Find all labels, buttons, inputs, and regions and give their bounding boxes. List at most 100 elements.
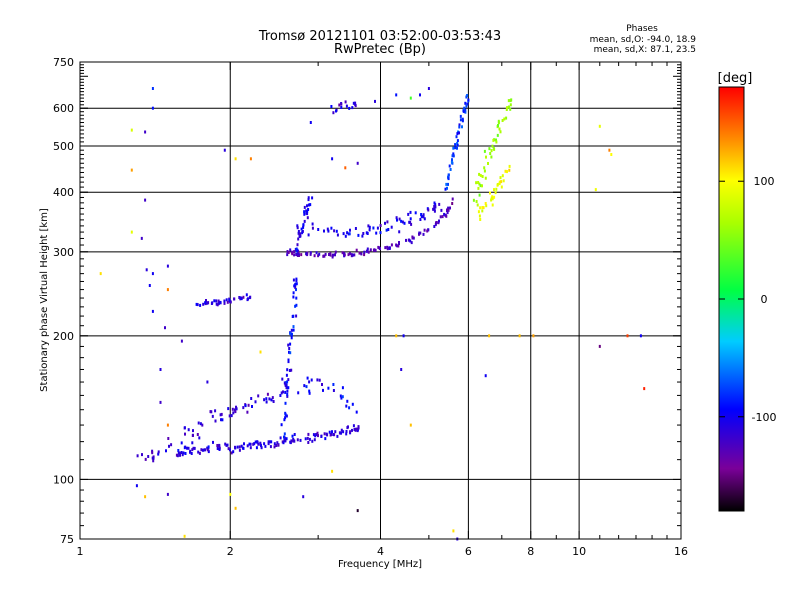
echo-point	[230, 451, 233, 455]
echo-point	[136, 454, 139, 458]
echo-point	[196, 303, 199, 307]
echo-point	[177, 449, 180, 452]
echo-point	[321, 383, 323, 386]
stats-o-mode: mean, sd,O: -94.0, 18.9	[590, 35, 697, 45]
echo-point	[338, 431, 341, 435]
echo-point	[275, 444, 278, 447]
echo-point	[151, 106, 154, 110]
echo-point	[234, 506, 237, 510]
echo-point	[497, 119, 500, 123]
echo-point	[235, 407, 238, 411]
echo-point	[286, 394, 289, 398]
echo-point	[461, 119, 464, 123]
echo-point	[295, 296, 298, 300]
x-tick-label: 16	[674, 545, 688, 558]
colorbar-tick-label: 100	[754, 175, 775, 188]
echo-point	[207, 445, 210, 449]
echo-point	[464, 110, 467, 114]
echo-point	[230, 414, 233, 418]
echo-point	[322, 388, 324, 392]
x-tick-label: 1	[77, 545, 84, 558]
echo-point	[398, 230, 401, 234]
echo-point	[334, 250, 337, 254]
echo-point	[303, 210, 306, 214]
echo-point	[449, 206, 451, 210]
echo-point	[302, 225, 305, 229]
echo-point	[234, 157, 237, 161]
echo-point	[491, 203, 494, 207]
echo-point	[292, 291, 295, 295]
echo-point	[438, 202, 441, 206]
echo-point	[494, 191, 497, 195]
echo-point	[456, 132, 459, 136]
echo-point	[268, 440, 271, 444]
echo-point	[300, 253, 303, 257]
echo-point	[427, 208, 430, 212]
echo-point	[384, 221, 386, 225]
echo-point	[214, 409, 217, 413]
echo-point	[315, 433, 318, 436]
echo-point	[303, 205, 306, 209]
echo-point	[225, 298, 228, 302]
echo-point	[409, 210, 412, 214]
echo-point	[329, 433, 332, 437]
echo-point	[315, 251, 318, 255]
echo-point	[180, 441, 183, 445]
echo-point	[297, 237, 300, 241]
echo-point	[478, 193, 481, 197]
echo-point	[484, 176, 487, 180]
echo-point	[312, 433, 315, 437]
echo-point	[490, 198, 493, 202]
echo-point	[290, 439, 293, 443]
echo-point	[340, 102, 343, 106]
echo-point	[206, 446, 209, 450]
echo-point	[347, 253, 350, 257]
echo-point	[159, 400, 162, 404]
echo-point	[396, 218, 398, 222]
echo-point	[140, 236, 143, 240]
grid-lines	[80, 62, 681, 539]
echo-point	[295, 288, 297, 292]
echo-point	[166, 492, 169, 496]
echo-point	[207, 450, 210, 454]
echo-point	[357, 233, 360, 237]
echo-point	[284, 390, 287, 394]
echo-point	[479, 184, 482, 188]
echo-point	[358, 251, 361, 255]
echo-point	[284, 416, 287, 420]
echo-point	[500, 180, 503, 184]
echo-point	[484, 202, 487, 205]
axis-ticks	[79, 61, 682, 540]
echo-point	[229, 492, 232, 496]
echo-point	[508, 168, 511, 172]
echo-point	[407, 238, 410, 242]
echo-point	[242, 406, 245, 410]
echo-point	[465, 104, 468, 108]
echo-point	[327, 229, 330, 233]
echo-point	[496, 183, 499, 186]
y-tick-label: 500	[53, 140, 74, 153]
echo-point	[228, 298, 231, 302]
echo-point	[296, 438, 299, 442]
echo-point	[234, 410, 237, 414]
echo-point	[346, 426, 349, 430]
echo-point	[507, 99, 510, 103]
echo-point	[307, 196, 310, 200]
echo-point	[276, 441, 279, 445]
echo-point	[350, 254, 353, 258]
chart-title: Tromsø 20121101 03:52:00-03:53:43	[258, 29, 501, 44]
echo-point	[489, 191, 491, 195]
echo-point	[509, 103, 512, 107]
echo-point	[374, 99, 376, 103]
echo-point	[265, 400, 268, 404]
echo-point	[195, 302, 198, 306]
echo-point	[493, 147, 496, 151]
echo-point	[311, 222, 314, 226]
echo-point	[509, 107, 512, 111]
echo-point	[506, 170, 508, 174]
echo-point	[318, 378, 321, 382]
echo-point	[339, 394, 342, 398]
echo-point	[433, 201, 436, 205]
echo-point	[151, 451, 154, 455]
x-tick-label: 4	[377, 545, 384, 558]
